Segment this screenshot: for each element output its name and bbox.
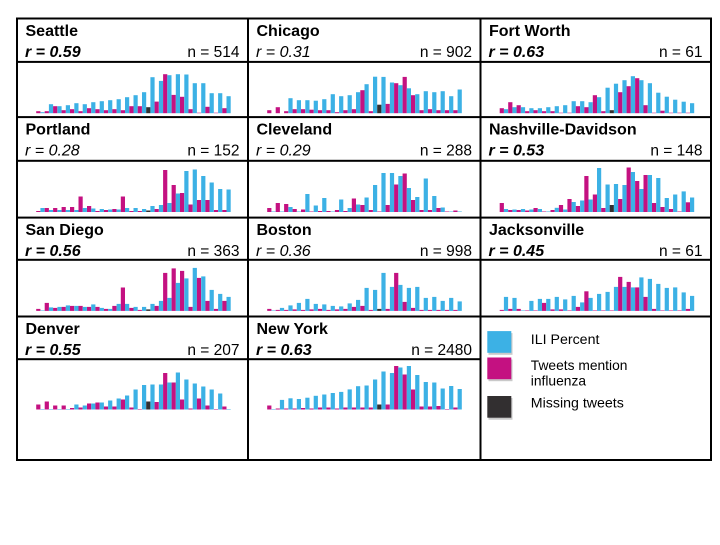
svg-text:n = 61: n = 61 [659, 44, 703, 61]
svg-text:Cleveland: Cleveland [257, 122, 333, 139]
svg-text:r = 0.63: r = 0.63 [256, 342, 312, 359]
svg-text:r = 0.59: r = 0.59 [25, 44, 81, 61]
svg-text:r = 0.63: r = 0.63 [489, 44, 545, 61]
svg-text:Tweets mention: Tweets mention [531, 358, 628, 373]
svg-text:n = 998: n = 998 [420, 243, 472, 260]
svg-text:Missing tweets: Missing tweets [531, 395, 624, 411]
svg-text:Denver: Denver [26, 321, 80, 338]
svg-text:New York: New York [257, 321, 329, 338]
svg-text:r = 0.28: r = 0.28 [25, 143, 80, 160]
svg-text:r = 0.53: r = 0.53 [489, 143, 545, 160]
svg-text:San Diego: San Diego [26, 222, 104, 239]
svg-text:r = 0.36: r = 0.36 [256, 243, 311, 260]
svg-text:Chicago: Chicago [257, 23, 320, 40]
svg-text:n = 152: n = 152 [187, 143, 239, 160]
svg-text:n = 2480: n = 2480 [411, 342, 472, 359]
svg-text:n = 288: n = 288 [420, 143, 472, 160]
svg-text:ILI Percent: ILI Percent [531, 332, 600, 348]
svg-text:n = 514: n = 514 [187, 44, 240, 61]
svg-text:Boston: Boston [257, 222, 312, 239]
svg-text:influenza: influenza [531, 374, 587, 389]
svg-text:Portland: Portland [26, 122, 91, 139]
svg-text:n = 207: n = 207 [187, 342, 239, 359]
svg-text:Seattle: Seattle [26, 23, 79, 40]
svg-text:Fort Worth: Fort Worth [489, 23, 570, 40]
svg-text:n = 363: n = 363 [187, 243, 239, 260]
svg-text:r = 0.55: r = 0.55 [25, 342, 82, 359]
svg-text:r = 0.56: r = 0.56 [25, 243, 81, 260]
svg-text:n = 148: n = 148 [650, 143, 702, 160]
svg-text:r = 0.29: r = 0.29 [256, 143, 311, 160]
svg-text:Jacksonville: Jacksonville [489, 222, 584, 239]
svg-text:r = 0.45: r = 0.45 [489, 243, 546, 260]
svg-text:n = 902: n = 902 [420, 44, 472, 61]
svg-text:r = 0.31: r = 0.31 [256, 44, 311, 61]
svg-text:n = 61: n = 61 [659, 243, 703, 260]
svg-text:Nashville-Davidson: Nashville-Davidson [489, 122, 637, 139]
